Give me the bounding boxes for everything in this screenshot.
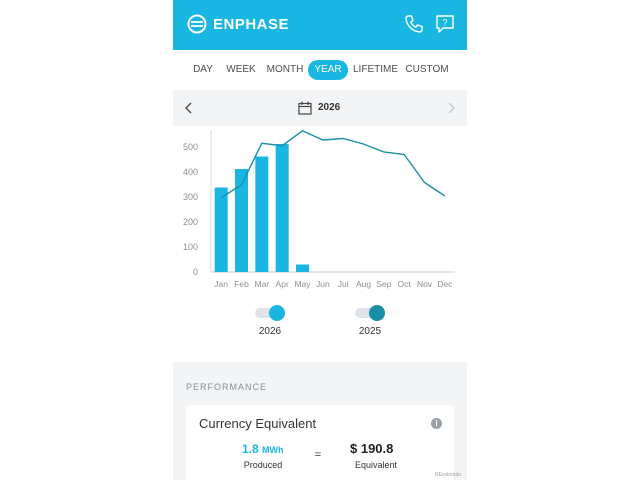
next-arrow-icon[interactable] [445,101,457,115]
equals-sign: = [314,449,322,461]
x-tick-label: Apr [276,279,289,289]
legend-label-2026: 2026 [258,326,282,337]
series-toggle-2025[interactable] [355,305,387,321]
x-tick-label: Oct [398,279,412,289]
produced-label: Produced [243,460,283,470]
card-title: Currency Equivalent [199,416,317,431]
bar-jan [214,187,228,272]
produced-unit: MWh [262,445,284,455]
legend-knob-2025 [369,305,385,321]
calendar-icon[interactable] [298,101,312,115]
produced-value: 1.8 [242,442,259,456]
x-tick-label: Jul [338,279,349,289]
previous-arrow-icon[interactable] [183,101,195,115]
help-icon: ? [436,15,454,33]
y-tick-label: 400 [183,167,198,177]
x-tick-label: Dec [437,279,453,289]
help-button[interactable]: ? [435,14,455,34]
period-tabs: DAY WEEK MONTH YEAR LIFETIME CUSTOM [173,50,467,91]
currency-equivalent-card: Currency Equivalent i 1.8 MWh Produced =… [186,405,454,480]
tab-month[interactable]: MONTH [266,64,304,75]
y-tick-label: 200 [183,217,198,227]
produced-value-group: 1.8 MWh [242,442,284,456]
bar-mar [255,156,269,272]
watermark-text: REcolorado [435,472,462,478]
energy-chart-panel: 0 100 200 300 400 500 Jan Feb Mar Apr May Jun Jul Aug… [173,126,467,362]
bar-feb [235,169,248,272]
x-tick-label: Jun [316,279,330,289]
brand-name: ENPHASE [213,15,290,33]
selected-year[interactable]: 2026 [318,102,341,113]
phone-icon[interactable] [404,14,424,34]
app-screen: ENPHASE ? DAY WEEK MONTH YEAR LIFETIME C… [173,0,467,480]
y-tick-label: 500 [183,142,198,152]
y-tick-label: 100 [183,242,198,252]
help-glyph: ? [442,18,447,28]
x-tick-label: May [294,279,311,289]
legend-label-2025: 2025 [358,326,382,337]
tab-week[interactable]: WEEK [226,64,256,75]
equivalent-value: $ 190.8 [350,441,394,456]
bar-apr [275,144,289,272]
info-icon[interactable]: i [431,418,442,429]
y-tick-label: 0 [193,267,198,277]
performance-section-label: PERFORMANCE [186,382,268,392]
series-toggle-2026[interactable] [255,305,287,321]
brand-logo: ENPHASE [187,14,289,34]
enphase-logo-icon [187,14,207,34]
tab-lifetime[interactable]: LIFETIME [353,64,399,75]
app-header: ENPHASE ? [173,0,467,50]
tab-custom[interactable]: CUSTOM [405,64,449,75]
x-tick-label: Nov [417,279,433,289]
y-tick-label: 300 [183,192,198,202]
legend-knob-2026 [269,305,285,321]
energy-chart: 0 100 200 300 400 500 Jan Feb Mar Apr May Jun Jul Aug… [183,129,455,289]
x-tick-label: Sep [376,279,391,289]
equivalent-label: Equivalent [354,460,398,470]
x-tick-label: Jan [214,279,228,289]
x-tick-label: Feb [234,279,249,289]
tab-year[interactable]: YEAR [308,60,348,80]
x-tick-label: Mar [255,279,270,289]
series-line-2025 [220,129,446,199]
tab-day[interactable]: DAY [193,64,213,75]
date-navigation: 2026 [173,90,467,126]
bar-may [296,264,309,272]
x-tick-label: Aug [356,279,371,289]
